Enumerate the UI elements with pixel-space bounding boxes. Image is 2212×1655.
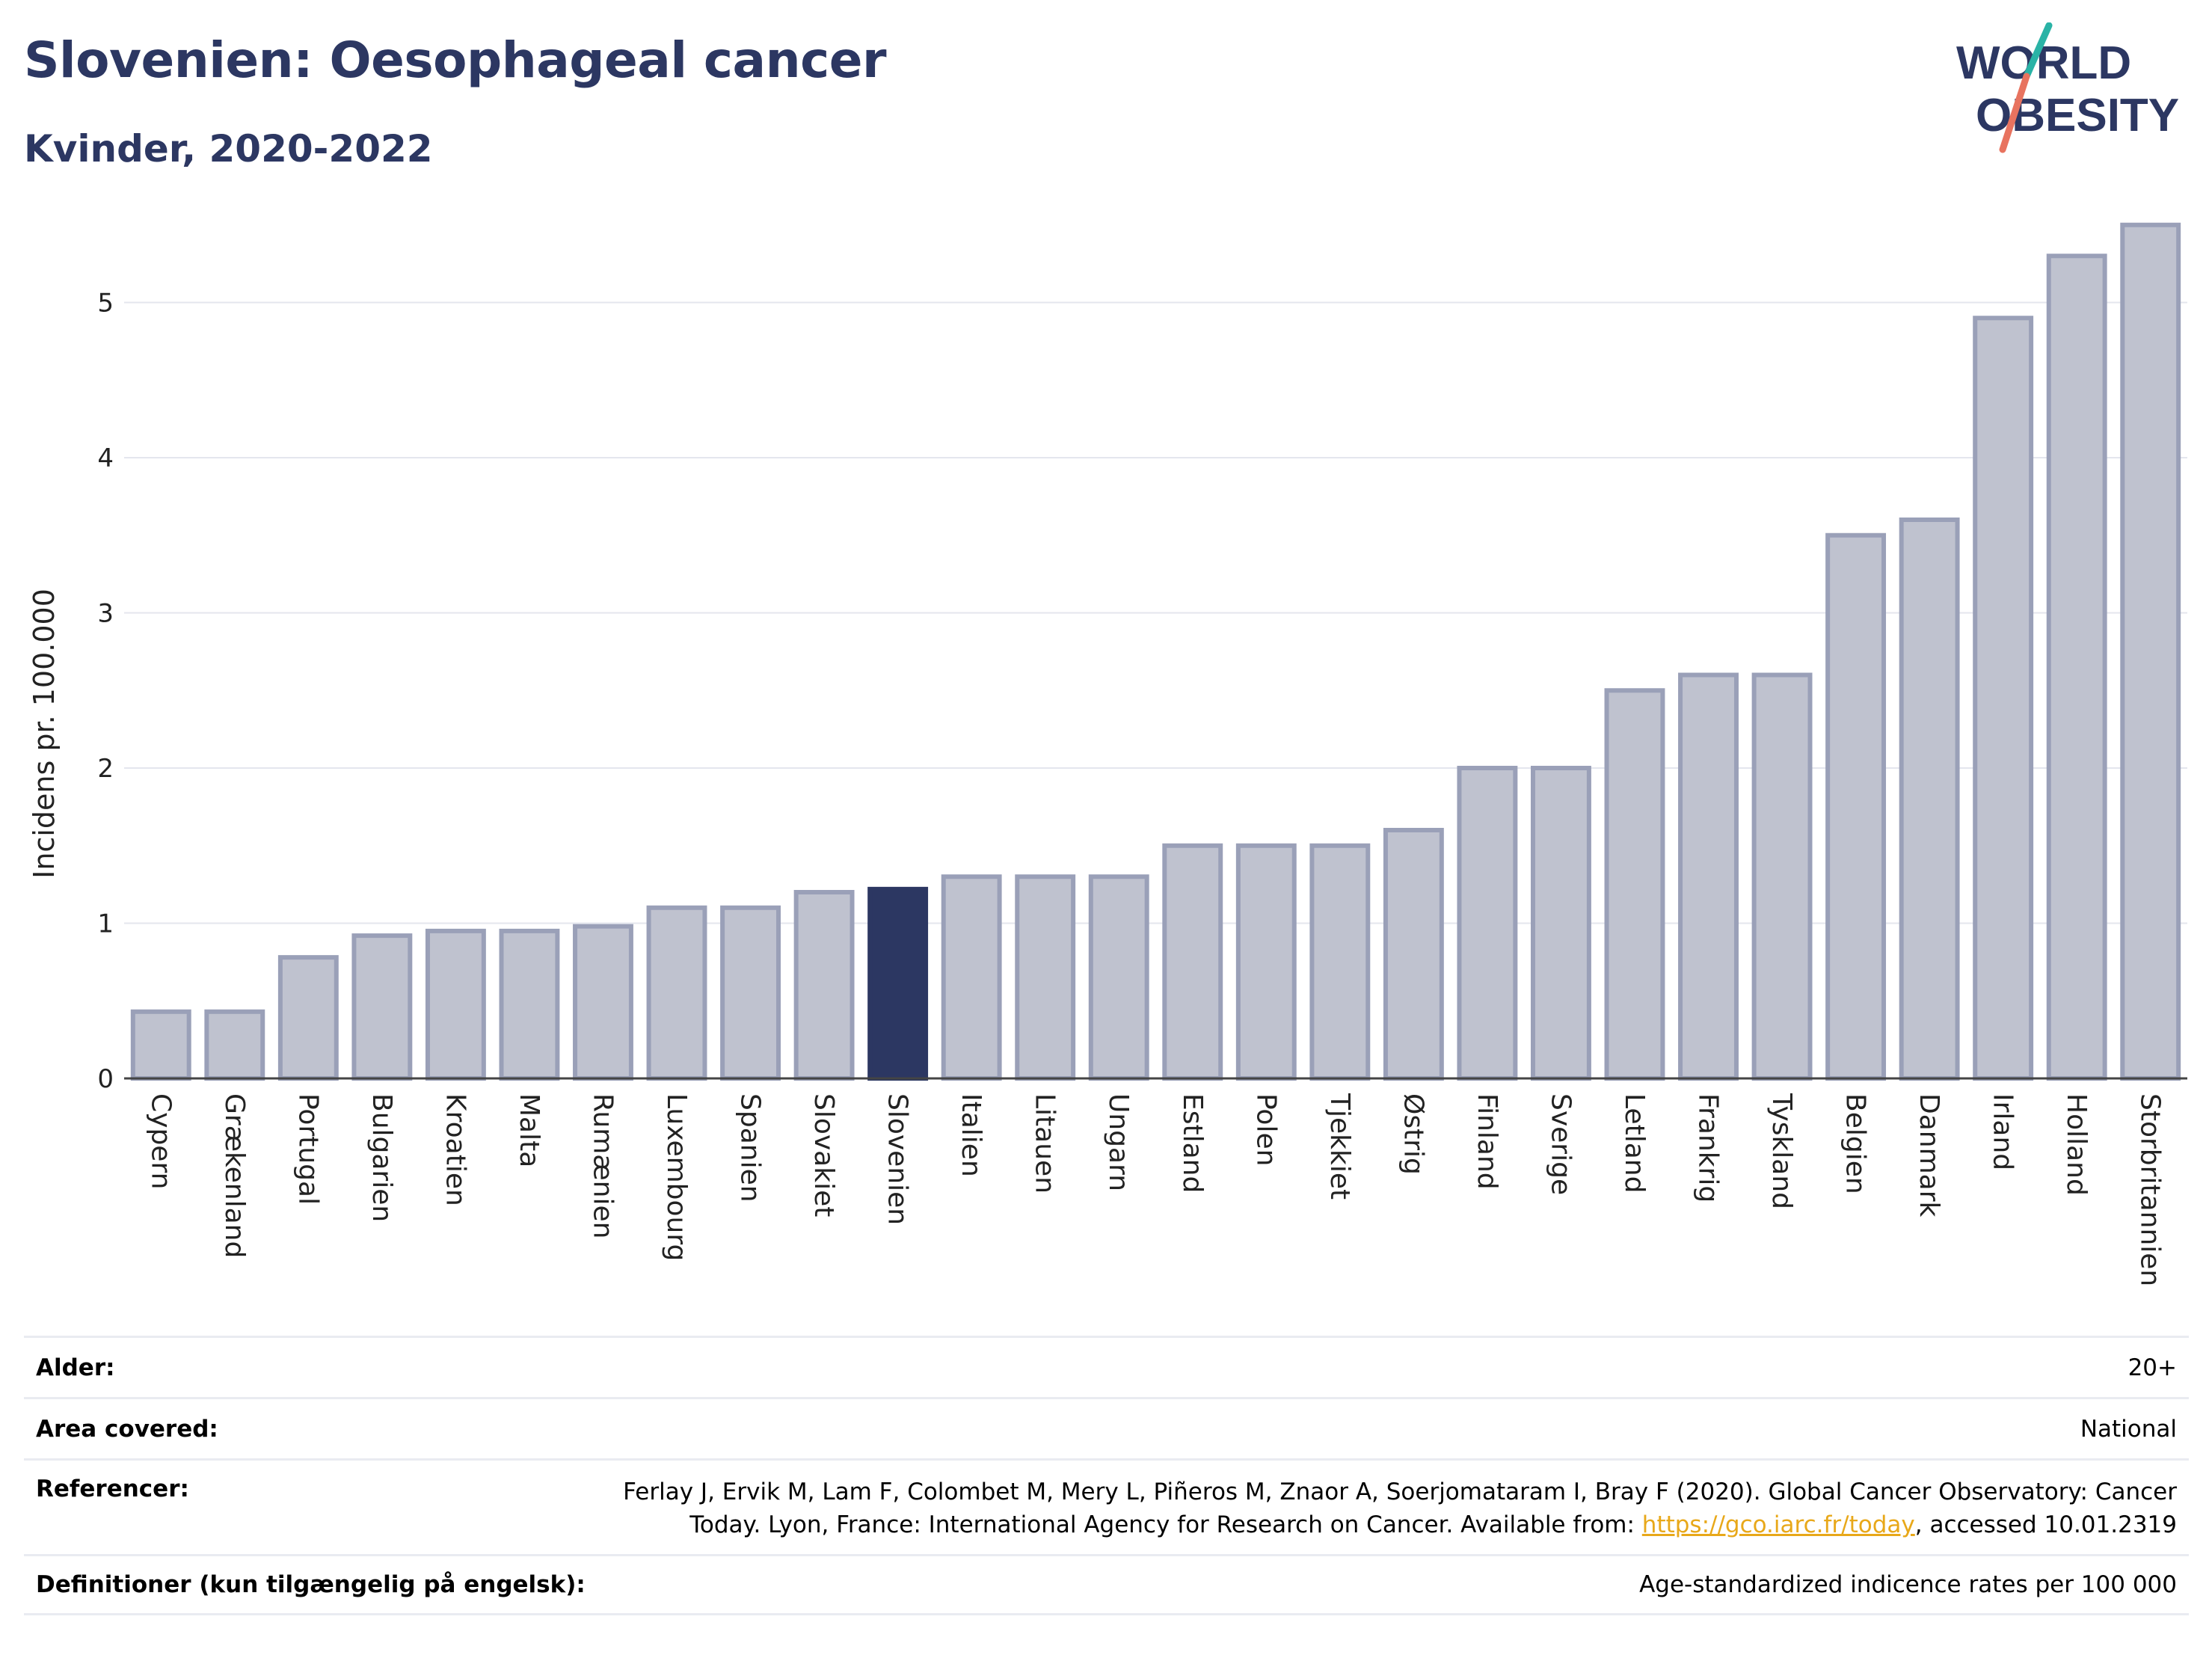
bar xyxy=(1678,672,1739,1081)
meta-value: 20+ xyxy=(2127,1354,2177,1381)
x-tick-label: Irland xyxy=(1988,1093,2018,1170)
x-tick-label: Tjekkiet xyxy=(1324,1093,1355,1200)
bar xyxy=(1973,316,2034,1081)
y-tick-label: 1 xyxy=(97,909,114,939)
x-tick-label: Italien xyxy=(956,1093,986,1177)
reference-line1: Ferlay J, Ervik M, Lam F, Colombet M, Me… xyxy=(623,1479,2177,1505)
bar xyxy=(204,1009,265,1081)
bar xyxy=(941,874,1002,1081)
x-tick-label: Luxembourg xyxy=(661,1093,692,1261)
bar-chart: 0 1 2 3 4 5 Incidens pr. 100.000 Cypern Grækenla… xyxy=(28,222,2187,1286)
bar xyxy=(720,905,781,1081)
bar xyxy=(1457,766,1518,1081)
x-tick-label: Frankrig xyxy=(1693,1093,1724,1203)
y-tick-label: 0 xyxy=(97,1064,114,1094)
reference-line2: Today. Lyon, France: International Agenc… xyxy=(689,1511,1642,1538)
x-tick-label: Letland xyxy=(1619,1093,1650,1193)
x-tick-label: Sverige xyxy=(1545,1093,1576,1195)
x-tick-label: Polen xyxy=(1250,1093,1281,1166)
x-tick-label: Litauen xyxy=(1030,1093,1060,1194)
bar xyxy=(277,955,339,1081)
meta-label: Alder: xyxy=(36,1354,115,1381)
x-tick-label: Danmark xyxy=(1914,1093,1944,1218)
y-axis-label: Incidens pr. 100.000 xyxy=(28,589,61,879)
meta-label: Area covered: xyxy=(36,1415,218,1443)
x-tick-label: Portugal xyxy=(292,1093,323,1205)
world-obesity-logo: WORLD OBESITY xyxy=(1956,22,2179,153)
y-tick-label: 5 xyxy=(97,289,114,319)
x-tick-label: Kroatien xyxy=(440,1093,470,1206)
bar xyxy=(1825,532,1887,1081)
meta-label: Definitioner (kun tilgængelig på engelsk… xyxy=(36,1571,586,1598)
x-tick-label: Estland xyxy=(1177,1093,1208,1193)
meta-value: National xyxy=(2080,1415,2177,1443)
meta-row-area: Area covered: National xyxy=(24,1397,2189,1458)
meta-value: Age-standardized indicence rates per 100… xyxy=(1639,1571,2177,1598)
x-tick-label: Belgien xyxy=(1840,1093,1871,1194)
x-tick-label: Storbritannien xyxy=(2135,1093,2166,1286)
logo-line1: WORLD xyxy=(1956,37,2131,89)
bar xyxy=(1531,766,1591,1081)
reference-link[interactable]: https://gco.iarc.fr/today xyxy=(1641,1511,1915,1538)
bar xyxy=(499,928,560,1081)
bar xyxy=(1604,688,1665,1081)
page-subtitle: Kvinder, 2020-2022 xyxy=(24,127,433,171)
x-tick-label: Finland xyxy=(1472,1093,1502,1190)
logo-slash-teal xyxy=(2023,22,2053,80)
x-tick-label: Holland xyxy=(2061,1093,2092,1196)
x-tick-label: Ungarn xyxy=(1103,1093,1134,1191)
x-tick-label: Slovakiet xyxy=(808,1093,839,1217)
y-tick-label: 2 xyxy=(97,754,114,784)
bar xyxy=(1309,843,1371,1081)
bar xyxy=(1751,672,1813,1081)
bar xyxy=(1235,843,1297,1081)
x-tick-label: Spanien xyxy=(735,1093,766,1203)
bar xyxy=(1015,874,1076,1081)
bar xyxy=(130,1009,191,1081)
y-tick-label: 3 xyxy=(97,599,114,629)
bar xyxy=(1383,828,1444,1081)
bar xyxy=(425,928,486,1081)
bar xyxy=(351,933,413,1081)
x-tick-label: Slovenien xyxy=(882,1093,913,1225)
meta-row-age: Alder: 20+ xyxy=(24,1336,2189,1397)
x-tick-label: Grækenland xyxy=(219,1093,250,1258)
meta-label: Referencer: xyxy=(36,1476,189,1502)
x-tick-label: Bulgarien xyxy=(366,1093,397,1222)
meta-row-definitions: Definitioner (kun tilgængelig på engelsk… xyxy=(24,1554,2189,1615)
bar xyxy=(1899,518,1960,1081)
bar xyxy=(1162,843,1223,1081)
metadata-table: Alder: 20+ Area covered: National Refere… xyxy=(24,1336,2189,1615)
logo-slash-coral xyxy=(1999,73,2030,153)
bar-highlight xyxy=(867,886,929,1081)
reference-line2-end: , accessed 10.01.2319 xyxy=(1914,1511,2177,1538)
bar xyxy=(1088,874,1149,1081)
x-tick-label: Tyskland xyxy=(1766,1093,1797,1209)
bar xyxy=(2046,254,2107,1081)
meta-row-references: Referencer: Ferlay J, Ervik M, Lam F, Co… xyxy=(24,1458,2189,1554)
bar xyxy=(793,890,855,1081)
y-tick-label: 4 xyxy=(97,443,114,473)
bar xyxy=(2120,222,2181,1081)
x-tick-label: Cypern xyxy=(145,1093,176,1189)
x-tick-label: Rumænien xyxy=(587,1093,618,1238)
x-tick-label: Østrig xyxy=(1398,1093,1428,1175)
bar xyxy=(646,905,707,1081)
x-tick-label: Malta xyxy=(514,1093,544,1167)
page-title: Slovenien: Oesophageal cancer xyxy=(24,31,887,89)
bar xyxy=(573,924,633,1081)
meta-value: Ferlay J, Ervik M, Lam F, Colombet M, Me… xyxy=(623,1476,2177,1554)
